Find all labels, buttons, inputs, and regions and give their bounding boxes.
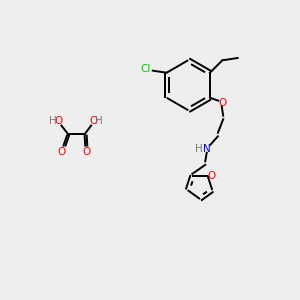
Text: H: H bbox=[95, 116, 103, 126]
Text: O: O bbox=[89, 116, 98, 126]
Text: N: N bbox=[203, 144, 211, 154]
Text: O: O bbox=[207, 171, 215, 181]
Text: O: O bbox=[58, 147, 66, 157]
Text: H: H bbox=[49, 116, 57, 126]
Text: Cl: Cl bbox=[140, 64, 150, 74]
Text: H: H bbox=[196, 144, 203, 154]
Text: O: O bbox=[218, 98, 226, 108]
Text: O: O bbox=[54, 116, 63, 126]
Text: O: O bbox=[82, 147, 91, 157]
